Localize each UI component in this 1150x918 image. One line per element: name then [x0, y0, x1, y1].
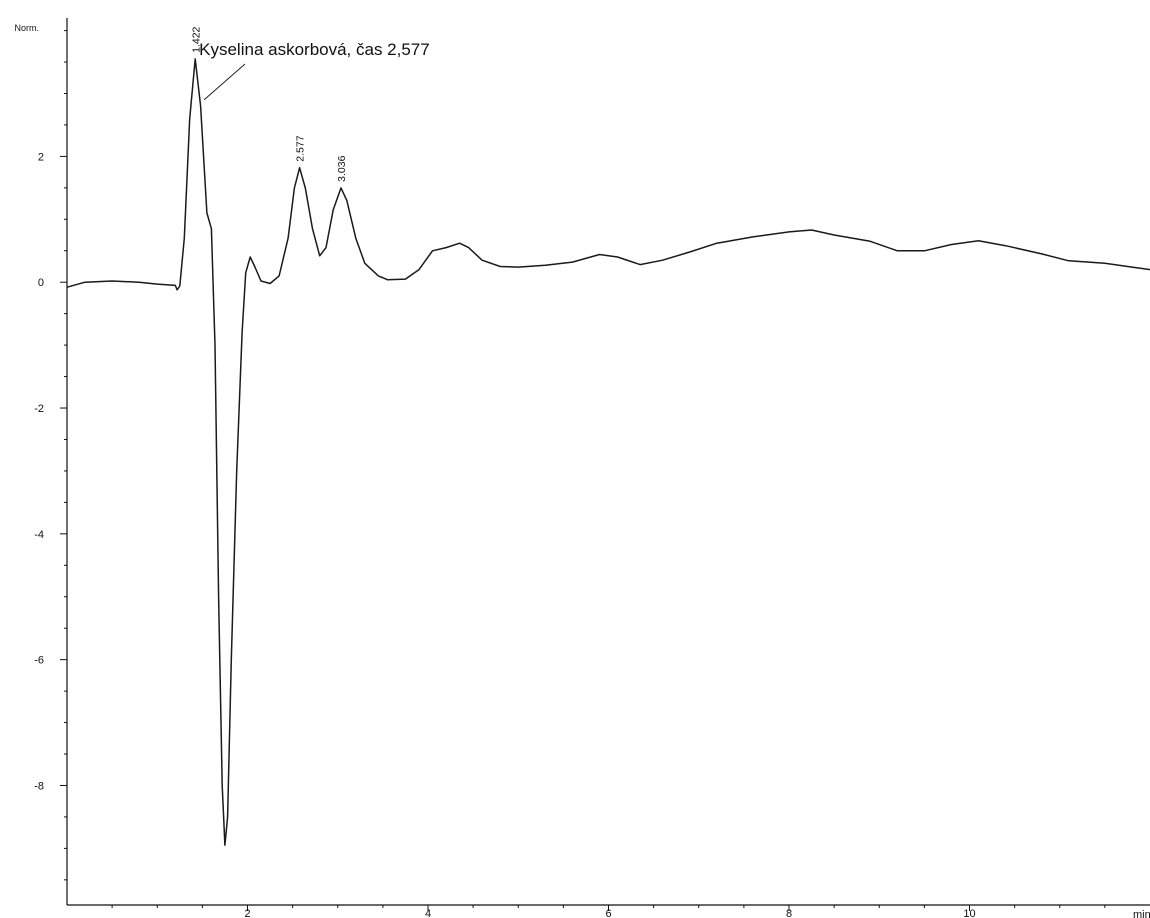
x-ticks: 2 4 6 8 10 [111, 905, 1106, 918]
y-tick-label: -8 [34, 780, 44, 792]
peak-labels: 1.422 2.577 3.036 [190, 26, 348, 181]
y-tick-label: 0 [38, 277, 44, 289]
y-axis: Norm. 2 0 -2 -4 -6 -8 [15, 18, 68, 905]
y-tick-label: -4 [34, 529, 44, 541]
peak-label: 2.577 [295, 135, 307, 161]
x-tick-label: 8 [786, 908, 792, 918]
y-tick-label: 2 [38, 151, 44, 163]
y-tick-label: -2 [34, 403, 44, 415]
x-tick-label: 10 [963, 908, 975, 918]
x-tick-label: 2 [244, 908, 250, 918]
y-ticks: 2 0 -2 -4 -6 -8 [34, 30, 67, 881]
chromatogram-trace [66, 58, 1150, 846]
peak-label: 3.036 [336, 155, 348, 181]
annotation-text: Kyselina askorbová, čas 2,577 [199, 40, 430, 59]
compound-annotation: Kyselina askorbová, čas 2,577 [199, 40, 430, 101]
annotation-pointer-line [203, 63, 246, 101]
x-tick-label: 4 [425, 908, 431, 918]
peak-label: 1.422 [190, 26, 202, 52]
series-layer [66, 58, 1150, 846]
x-axis-unit-label: min [1133, 909, 1150, 918]
x-axis: min 2 4 6 8 10 [67, 904, 1150, 918]
y-tick-label: -6 [34, 655, 44, 667]
y-axis-unit-label: Norm. [15, 23, 40, 33]
x-tick-label: 6 [605, 908, 611, 918]
